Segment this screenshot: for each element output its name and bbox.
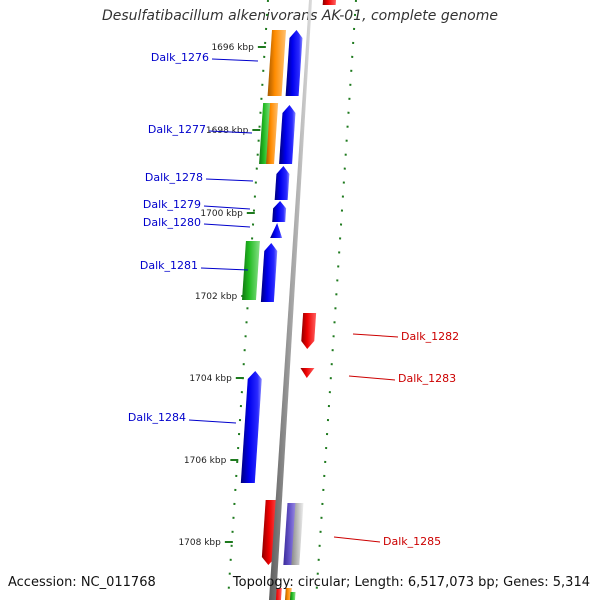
blue-cds-arrow	[260, 243, 278, 302]
gene-name: Dalk_1280	[143, 216, 201, 229]
kbp-tick-label: 1698 kbp	[206, 126, 249, 136]
gene-label-dalk_1285[interactable]: Dalk_1285	[333, 535, 441, 548]
red-cds-arrow	[301, 313, 317, 349]
gene-name: Dalk_1282	[401, 330, 459, 343]
gene-label-dalk_1279[interactable]: Dalk_1279	[143, 198, 251, 211]
gene-label-dalk_1283[interactable]: Dalk_1283	[348, 372, 456, 385]
orange-feature-block	[267, 30, 286, 96]
right-dotted-track	[315, 0, 357, 600]
blue-cds-arrow	[285, 30, 303, 96]
gene-label-dalk_1276[interactable]: Dalk_1276	[151, 51, 259, 64]
kbp-tick: 1704 kbp	[189, 374, 244, 384]
kbp-tick: 1702 kbp	[195, 292, 250, 302]
leader-line	[348, 375, 396, 381]
kbp-ticks: 1696 kbp 1698 kbp 1700 kbp 1702 kbp 1704 kbp…	[178, 43, 266, 548]
gene-label-dalk_1277[interactable]: Dalk_1277	[148, 123, 253, 136]
blue-cds-arrow	[272, 201, 287, 222]
orange-feature-block	[285, 588, 292, 600]
gene-label-dalk_1284[interactable]: Dalk_1284	[128, 411, 237, 424]
blue-cds-arrow	[279, 105, 296, 164]
gene-name: Dalk_1285	[383, 535, 441, 548]
genome-title: Desulfatibacillum alkenivorans AK-01, co…	[101, 8, 499, 24]
blue-cds-arrow	[270, 223, 283, 238]
kbp-tick-label: 1700 kbp	[200, 209, 243, 219]
gene-labels: Dalk_1276 Dalk_1277 Dalk_1278 Dalk_1279 Dalk…	[128, 51, 459, 548]
kbp-tick: 1696 kbp	[211, 43, 266, 53]
green-feature-block	[242, 241, 260, 300]
genome-backbone	[269, 0, 312, 600]
gene-name: Dalk_1278	[145, 171, 203, 184]
leader-line	[205, 178, 254, 182]
gene-label-dalk_1282[interactable]: Dalk_1282	[352, 330, 459, 343]
gene-label-dalk_1278[interactable]: Dalk_1278	[145, 171, 254, 184]
kbp-tick-label: 1706 kbp	[184, 456, 227, 466]
gene-label-dalk_1280[interactable]: Dalk_1280	[143, 216, 251, 229]
red-cds-arrow	[300, 368, 315, 378]
green-feature-block	[290, 592, 296, 600]
gene-name: Dalk_1279	[143, 198, 201, 211]
orange-feature-block	[266, 103, 279, 164]
leader-line	[211, 58, 259, 62]
grey-feature-block	[291, 503, 304, 565]
gene-name: Dalk_1281	[140, 259, 198, 272]
gene-name: Dalk_1276	[151, 51, 209, 64]
kbp-tick: 1700 kbp	[200, 209, 255, 219]
green-feature-block	[259, 103, 272, 164]
kbp-tick-label: 1704 kbp	[189, 374, 232, 384]
kbp-tick-label: 1702 kbp	[195, 292, 238, 302]
gene-name: Dalk_1277	[148, 123, 206, 136]
blue-cds-arrow	[274, 166, 290, 200]
leader-line	[208, 130, 253, 134]
blue-cds-arrow	[240, 371, 262, 483]
leader-line	[188, 419, 237, 424]
leader-line	[200, 267, 249, 271]
leader-line	[203, 205, 251, 210]
kbp-tick-label: 1696 kbp	[211, 43, 254, 53]
red-cds-arrow	[322, 0, 336, 5]
kbp-tick: 1706 kbp	[184, 456, 239, 466]
kbp-tick-label: 1708 kbp	[178, 538, 221, 548]
kbp-tick: 1698 kbp	[206, 126, 261, 136]
kbp-tick: 1708 kbp	[178, 538, 233, 548]
gene-label-dalk_1281[interactable]: Dalk_1281	[140, 259, 249, 272]
gene-name: Dalk_1284	[128, 411, 186, 424]
leader-line	[203, 223, 251, 228]
leader-line	[333, 536, 381, 543]
leader-line	[352, 333, 399, 338]
gene-name: Dalk_1283	[398, 372, 456, 385]
feature-track	[240, 0, 336, 600]
genome-summary-text: Topology: circular; Length: 6,517,073 bp…	[232, 575, 590, 590]
accession-text: Accession: NC_011768	[8, 575, 156, 590]
